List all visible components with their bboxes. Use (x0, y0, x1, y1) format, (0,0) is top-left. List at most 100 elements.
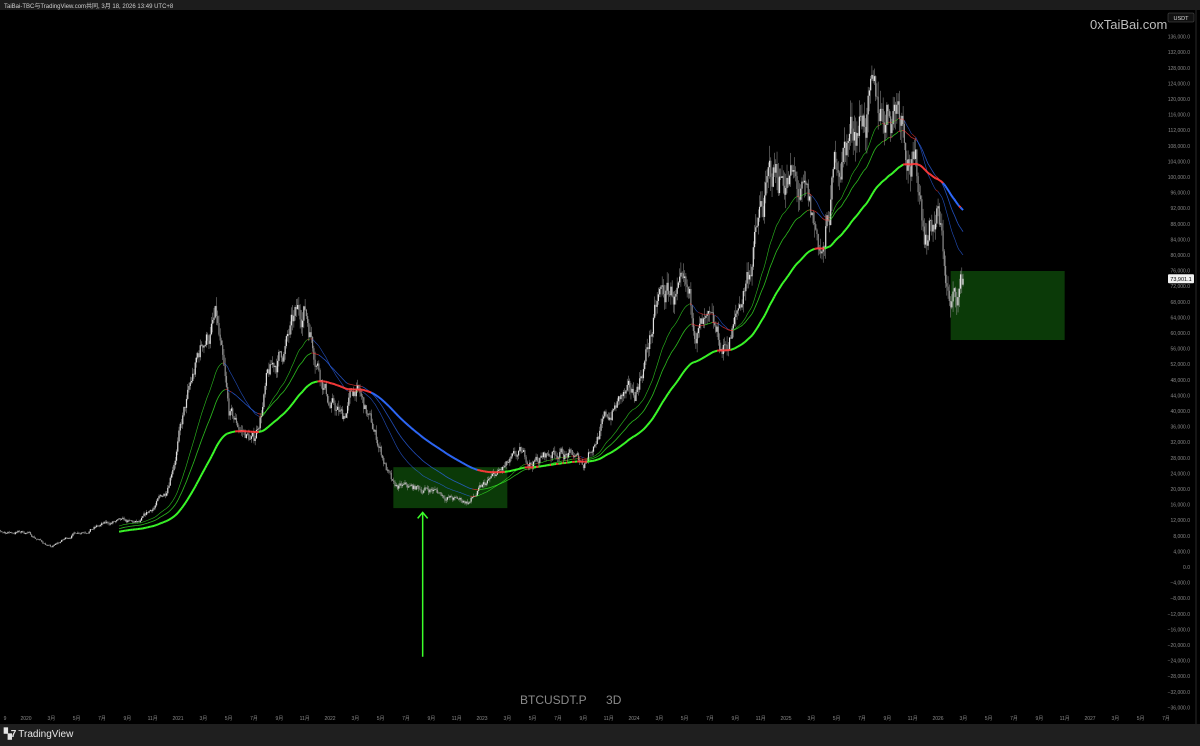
candle-body (878, 113, 881, 122)
ma-slow-line-segment (873, 188, 877, 192)
ma-fast-line-segment (793, 198, 795, 201)
ma-medium-line-segment (453, 480, 456, 482)
candle-body (79, 533, 81, 534)
x-tick-label: 2020 (20, 716, 31, 722)
candle-body (662, 285, 665, 295)
ma-fast-line-segment (679, 313, 682, 317)
ma-slow-line-segment (169, 517, 173, 520)
ma-medium-line-segment (430, 466, 433, 469)
ma-fast-line-segment (218, 364, 221, 367)
x-tick-label: 3月 (655, 716, 663, 722)
candle-body (346, 405, 349, 414)
ma-fast-line-segment (161, 510, 163, 513)
candle-body (147, 512, 149, 513)
candle-body (913, 151, 915, 159)
ma-medium-line-segment (942, 185, 945, 189)
candle-body (163, 493, 165, 497)
ma-slow-line-segment (842, 230, 846, 234)
ma-slow-line-segment (466, 464, 470, 468)
ma-slow-line-segment (403, 420, 406, 424)
ma-medium-line-segment (597, 455, 599, 457)
ma-fast-line-segment (237, 386, 240, 389)
price-axis[interactable]: 136,000.0132,000.0128,000.0124,000.0120,… (1168, 10, 1197, 724)
ma-medium-line-segment (347, 383, 349, 385)
ma-medium-line-segment (343, 379, 346, 382)
currency-badge[interactable]: USDT (1167, 12, 1195, 23)
ma-slow-line-segment (632, 435, 636, 438)
candle-body (607, 416, 610, 420)
candle-body (793, 170, 796, 172)
ma-fast-line-segment (145, 520, 147, 522)
tradingview-brand[interactable]: ▚7 TradingView (4, 729, 73, 740)
candle-body (0, 530, 2, 532)
ma-medium-line-segment (458, 482, 461, 485)
ma-fast-line-segment (950, 227, 953, 232)
ma-fast-line-segment (302, 343, 305, 347)
candle-body (672, 296, 675, 305)
ma-fast-line-segment (889, 121, 891, 123)
candle-body (485, 483, 487, 486)
candle-body (735, 313, 737, 318)
ma-fast-line-segment (334, 373, 337, 376)
candle-body (853, 131, 856, 141)
y-tick-label: 120,000.0 (1168, 97, 1190, 103)
ma-medium-line-segment (201, 436, 204, 441)
candle-body (42, 541, 44, 544)
symbol-watermark: BTCUSDT.P 3D (520, 693, 637, 707)
candle-body (689, 288, 691, 294)
ma-medium-line-segment (860, 173, 863, 176)
ma-slow-line-segment (280, 413, 284, 417)
x-tick-label: 7月 (858, 716, 866, 722)
ma-fast-line-segment (788, 205, 790, 208)
candle-body (959, 274, 962, 289)
ma-slow-line-segment (450, 455, 453, 458)
ma-fast-line-segment (821, 212, 824, 215)
candle-body (611, 410, 613, 421)
candle-body (395, 484, 397, 487)
ma-slow-line-segment (443, 450, 446, 454)
candle-body (756, 225, 758, 228)
ma-fast-line-segment (203, 402, 206, 407)
ma-slow-line-segment (415, 431, 419, 434)
ma-medium-line-segment (943, 188, 946, 192)
y-tick-label: 104,000.0 (1168, 159, 1190, 165)
ma-medium-line-segment (428, 464, 431, 467)
ma-fast-line-segment (772, 231, 775, 235)
candle-body (696, 333, 698, 344)
ma-fast-line-segment (715, 315, 718, 317)
candle-body (557, 457, 560, 459)
candle-body (711, 312, 713, 313)
ma-slow-line-segment (626, 439, 630, 442)
candle-body (697, 328, 699, 334)
candle-body (123, 517, 125, 521)
ma-medium-line-segment (427, 463, 429, 466)
ma-slow-line-segment (887, 174, 891, 178)
ma-medium-line-segment (239, 398, 242, 401)
ma-fast-line-segment (368, 396, 371, 398)
ma-medium-line-segment (770, 262, 773, 266)
candle-body (97, 525, 99, 527)
ma-fast-line-segment (842, 191, 845, 195)
ma-fast-line-segment (875, 126, 878, 129)
time-axis[interactable]: 9 2020 3月 5月 7月 9月 11月 2021 3月 5月 7月 9月 11月 2022 3月 5月 7… (4, 716, 1170, 722)
ma-medium-line-segment (407, 444, 410, 447)
candle-body (596, 436, 598, 445)
ma-fast-line-segment (675, 320, 678, 324)
ma-fast-line-segment (770, 238, 773, 243)
candle-body (639, 378, 641, 390)
ma-slow-line-segment (305, 385, 309, 388)
candle-body (77, 532, 79, 534)
candle-body (158, 496, 160, 499)
ma-fast-line-segment (279, 386, 282, 389)
price-chart[interactable]: 136,000.0132,000.0128,000.0124,000.0120,… (0, 10, 1200, 724)
ma-slow-line-segment (461, 461, 465, 465)
ma-slow-line-segment (801, 256, 804, 260)
ma-medium-line-segment (449, 478, 452, 480)
ma-fast-line-segment (866, 147, 869, 151)
candle-body (268, 369, 270, 375)
ma-medium-line-segment (636, 416, 639, 419)
ma-medium-line-segment (387, 414, 390, 418)
ma-fast-line-segment (754, 294, 757, 299)
candle-body (63, 538, 65, 540)
ma-medium-line-segment (676, 341, 679, 345)
